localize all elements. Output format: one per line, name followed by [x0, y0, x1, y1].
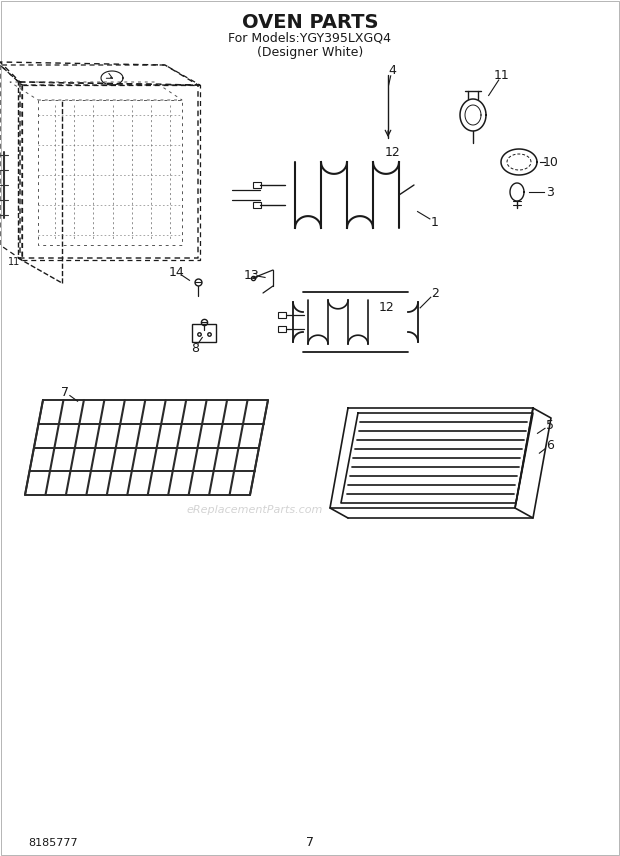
Text: OVEN PARTS: OVEN PARTS — [242, 13, 378, 32]
Text: 13: 13 — [244, 269, 260, 282]
Text: 5: 5 — [546, 419, 554, 431]
Text: 4: 4 — [388, 63, 396, 76]
Bar — [253, 182, 261, 188]
Text: eReplacementParts.com: eReplacementParts.com — [187, 505, 323, 515]
Text: 2: 2 — [431, 287, 439, 300]
Text: (Designer White): (Designer White) — [257, 45, 363, 58]
Text: 10: 10 — [543, 156, 559, 169]
Text: 8: 8 — [191, 342, 199, 354]
Text: 11: 11 — [8, 257, 20, 267]
Text: 14: 14 — [169, 265, 185, 278]
Bar — [192, 324, 216, 342]
Text: 6: 6 — [546, 438, 554, 451]
Text: 3: 3 — [546, 186, 554, 199]
Text: 1: 1 — [431, 216, 439, 229]
Text: 11: 11 — [494, 68, 510, 81]
Text: For Models:YGY395LXGQ4: For Models:YGY395LXGQ4 — [229, 32, 391, 45]
Bar — [278, 312, 286, 318]
Bar — [278, 325, 286, 331]
Text: 7: 7 — [61, 385, 69, 399]
Text: 12: 12 — [379, 300, 395, 313]
Text: 12: 12 — [385, 146, 401, 158]
Bar — [253, 202, 261, 208]
Text: 8185777: 8185777 — [28, 838, 78, 848]
Text: 7: 7 — [306, 836, 314, 849]
